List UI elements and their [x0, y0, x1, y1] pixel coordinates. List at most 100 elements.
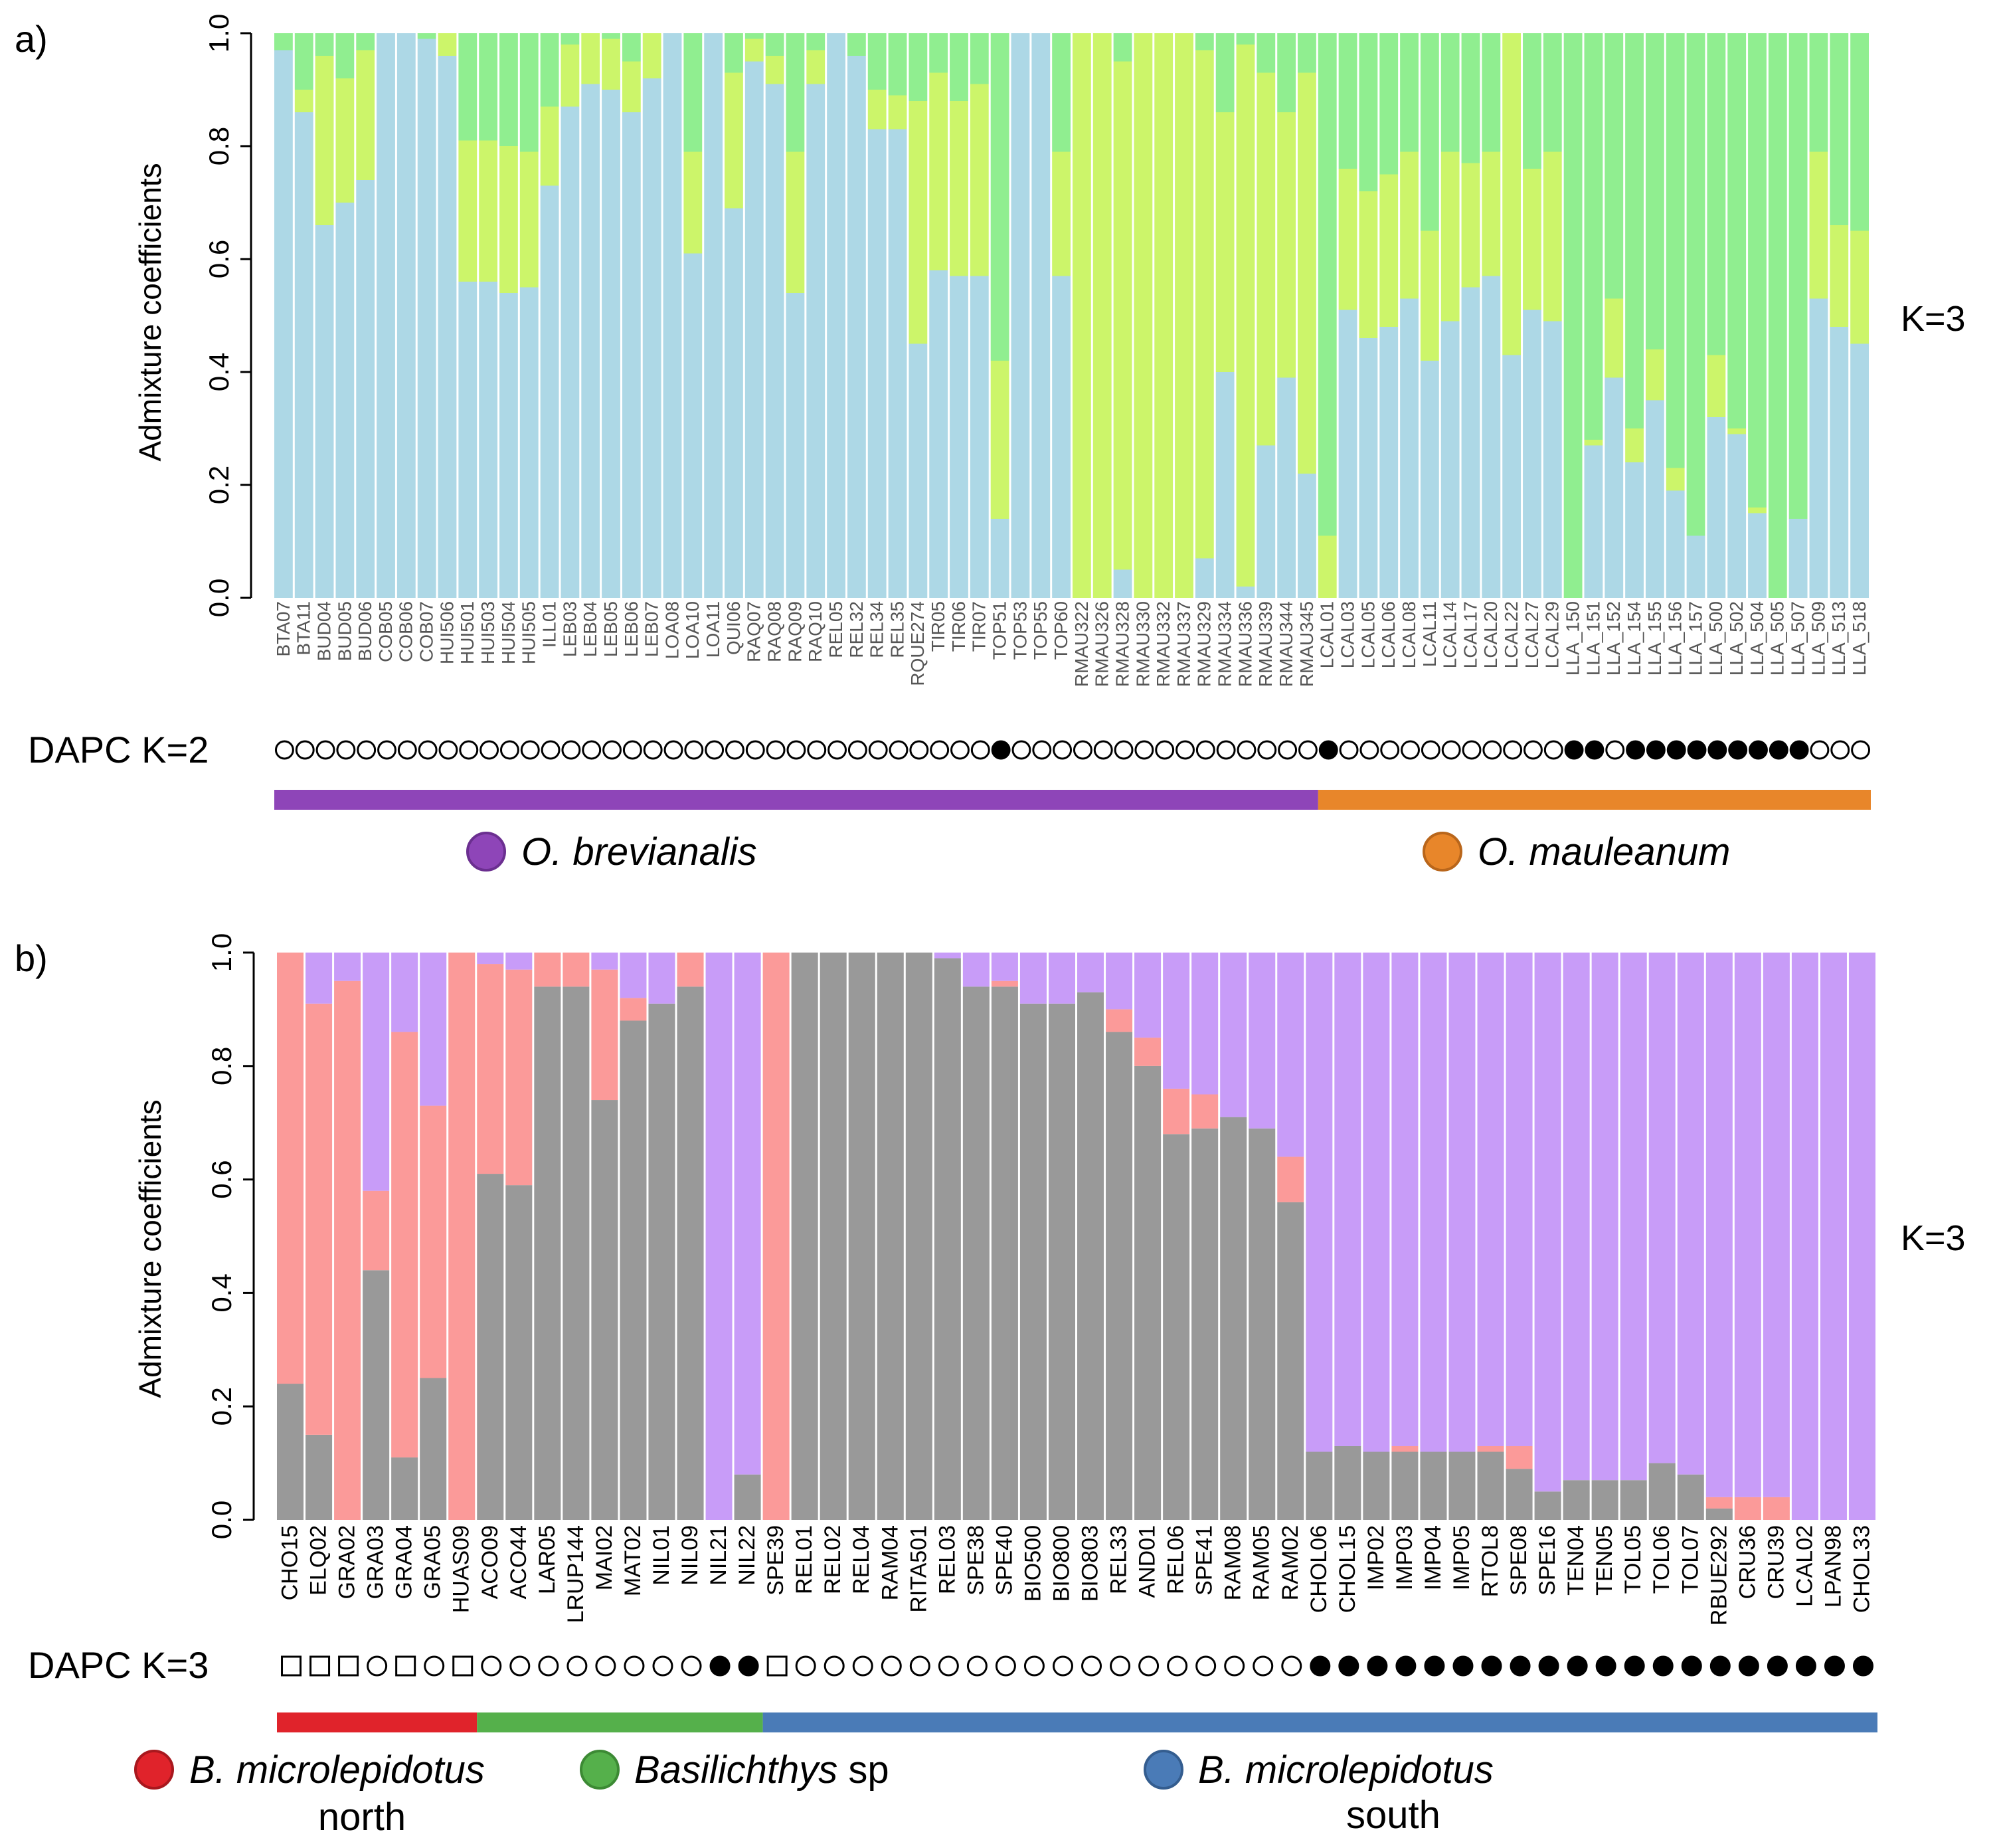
y-tick-label: 0.6 [206, 1160, 237, 1198]
bar-segment-BUD06-s3 [356, 33, 375, 50]
x-tick-label: AND01 [1135, 1525, 1160, 1598]
x-tick-label: LCAL06 [1378, 601, 1399, 668]
bar-segment-RTOL8-s1 [1477, 1451, 1504, 1520]
bar-segment-RBUE292-s1 [1705, 1508, 1733, 1520]
x-tick-label: IMP03 [1392, 1525, 1417, 1590]
bar-segment-NIL01-s3 [648, 953, 675, 1004]
x-tick-label: TIR06 [948, 601, 969, 652]
y-tick-label: 1.0 [206, 933, 237, 972]
legend-b-microlepidotus-north: B. microlepidotus north [134, 1748, 485, 1839]
bar-segment-LLA_151-s2 [1584, 440, 1603, 446]
bar-segment-QUI06-s3 [725, 33, 743, 73]
dapc-marker-square [395, 1655, 416, 1677]
dapc-marker-filled [991, 740, 1011, 760]
x-tick-label: TEN04 [1563, 1525, 1589, 1596]
bar-segment-IMP03-s1 [1391, 1451, 1419, 1520]
bar-segment-REL06-s3 [1163, 953, 1190, 1089]
bar-segment-GRA03-s3 [363, 953, 390, 1191]
dapc-marker-open [970, 740, 990, 760]
panel-a-dapc-markers [274, 740, 1871, 760]
bar-segment-HUI505-s2 [519, 151, 539, 288]
panel-b-ylabel: Admixture coefficients [133, 1099, 167, 1398]
bar-segment-LCAL14-s3 [1440, 33, 1460, 152]
bar-segment-LCAL22-s2 [1502, 33, 1521, 355]
panel-b: b) Admixture coefficients K=3 DAPC K=3 0… [15, 933, 1966, 1839]
bar-segment-LLA_502-s3 [1727, 33, 1747, 428]
dapc-marker-open [582, 740, 602, 760]
bar-segment-LRUP144-s1 [563, 986, 590, 1520]
bar-segment-REL03-s1 [934, 958, 961, 1520]
x-tick-label: TIR05 [928, 601, 948, 652]
bar-segment-ELQ02-s2 [305, 1003, 333, 1435]
dapc-marker-open [1605, 740, 1625, 760]
bar-segment-TEN04-s3 [1563, 953, 1590, 1481]
y-tick-label: 0.8 [206, 1047, 237, 1085]
dapc-marker-open [1224, 1655, 1245, 1677]
dapc-marker-open [1257, 740, 1277, 760]
legend-label-b-microlepidotus-south: B. microlepidotus [1198, 1748, 1494, 1792]
x-tick-label: RAQ07 [744, 601, 764, 662]
x-tick-label: BIO803 [1078, 1525, 1103, 1602]
panel-b-bars [277, 953, 1875, 1520]
dapc-marker-filled [1769, 740, 1788, 760]
dapc-marker-open [561, 740, 581, 760]
bar-segment-ACO09-s1 [477, 1174, 504, 1520]
dapc-marker-open [1441, 740, 1461, 760]
bar-segment-HUI506-s1 [438, 56, 457, 598]
dapc-marker-open [397, 740, 417, 760]
bar-segment-LCAL17-s2 [1461, 163, 1480, 288]
x-tick-label: RMAU334 [1215, 601, 1235, 687]
dapc-marker-open [766, 740, 786, 760]
bar-segment-LLA_155-s3 [1645, 33, 1664, 349]
panel-b-group-bar [277, 1712, 1877, 1732]
x-tick-label: ILL01 [539, 601, 559, 648]
bar-segment-TOL07-s1 [1677, 1474, 1704, 1520]
x-tick-label: RAQ10 [805, 601, 826, 662]
bar-segment-LEB07-s2 [642, 33, 661, 78]
panel-a-group-bar [274, 790, 1871, 810]
bar-segment-MAT02-s3 [620, 953, 647, 998]
bar-segment-RAM08-s1 [1220, 1117, 1247, 1520]
x-tick-label: RMAU329 [1194, 601, 1215, 687]
bar-segment-RAQ08-s2 [765, 56, 784, 84]
dapc-marker-square [766, 1655, 788, 1677]
x-tick-label: SPE16 [1535, 1525, 1560, 1596]
bar-segment-GRA05-s2 [420, 1105, 447, 1378]
bar-segment-HUI505-s3 [519, 33, 539, 152]
dapc-marker-filled [1687, 740, 1707, 760]
dapc-marker-square [281, 1655, 302, 1677]
dapc-marker-square [338, 1655, 359, 1677]
bar-segment-RAQ07-s2 [744, 39, 764, 62]
bar-segment-ELQ02-s1 [305, 1434, 333, 1520]
bar-segment-RMAU332-s2 [1154, 33, 1173, 598]
bar-segment-QUI06-s1 [725, 208, 743, 598]
dapc-marker-open [643, 740, 663, 760]
x-tick-label: LEB04 [580, 601, 600, 657]
x-tick-label: LCAL22 [1501, 601, 1521, 668]
x-tick-label: LLA_151 [1583, 601, 1603, 676]
panel-a-k-label: K=3 [1901, 299, 1966, 339]
bar-segment-LLA_154-s1 [1625, 462, 1644, 598]
x-tick-label: LCAL17 [1460, 601, 1480, 668]
bar-segment-BUD05-s3 [335, 33, 355, 78]
x-tick-label: HUI506 [436, 601, 457, 664]
bar-segment-IMP03-s3 [1391, 953, 1419, 1446]
bar-segment-LLA_151-s1 [1584, 445, 1603, 598]
bar-segment-TOP51-s3 [990, 33, 1009, 361]
dapc-marker-open [1503, 740, 1523, 760]
bar-segment-RITA501-s1 [905, 953, 932, 1520]
bar-segment-TOP60-s1 [1052, 276, 1071, 598]
bar-segment-REL05-s1 [827, 33, 845, 598]
bar-segment-REL34-s3 [867, 33, 887, 90]
x-tick-label: HUAS09 [449, 1525, 474, 1613]
dapc-marker-open [852, 1655, 873, 1677]
dapc-marker-open [1093, 740, 1113, 760]
bar-segment-CRU36-s2 [1734, 1497, 1761, 1520]
x-tick-label: NIL01 [649, 1525, 674, 1586]
panel-a-label: a) [15, 18, 48, 60]
bar-segment-LCAL08-s3 [1400, 33, 1419, 152]
bar-segment-LOA10-s1 [683, 253, 703, 598]
bar-segment-LEB06-s2 [622, 61, 641, 112]
bar-segment-GRA04-s2 [391, 1032, 418, 1458]
dapc-marker-filled [1424, 1655, 1445, 1677]
